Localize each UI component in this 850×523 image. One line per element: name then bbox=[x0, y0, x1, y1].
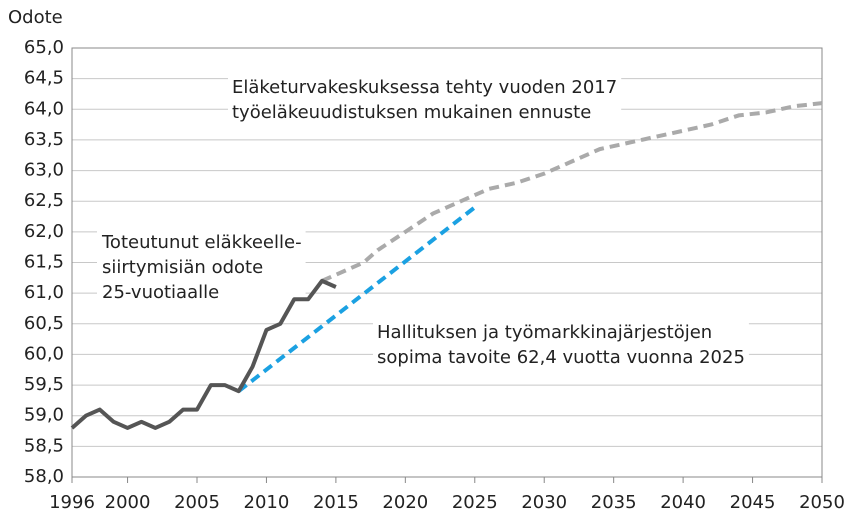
y-tick-label: 65,0 bbox=[24, 37, 64, 58]
y-tick-label: 63,5 bbox=[24, 129, 64, 150]
y-tick-label: 63,0 bbox=[24, 160, 64, 181]
x-tick-label: 2035 bbox=[591, 492, 637, 513]
y-tick-label: 58,0 bbox=[24, 466, 64, 487]
y-tick-label: 60,0 bbox=[24, 343, 64, 364]
x-tick-label: 2000 bbox=[105, 492, 151, 513]
x-tick-label: 2020 bbox=[382, 492, 428, 513]
annotation: Toteutunut eläkkeelle-siirtymisiän odote… bbox=[97, 230, 306, 305]
x-tick-label: 2050 bbox=[799, 492, 845, 513]
x-tick-label: 2010 bbox=[244, 492, 290, 513]
y-tick-label: 61,5 bbox=[24, 252, 64, 273]
plot-border bbox=[71, 47, 823, 478]
y-tick-label: 60,5 bbox=[24, 313, 64, 334]
x-tick-label: 2015 bbox=[313, 492, 359, 513]
y-tick-label: 59,0 bbox=[24, 405, 64, 426]
x-tick-label: 2025 bbox=[452, 492, 498, 513]
x-tick-label: 2030 bbox=[521, 492, 567, 513]
y-tick-label: 62,0 bbox=[24, 221, 64, 242]
series-line bbox=[70, 278, 337, 430]
annotation-background bbox=[97, 230, 306, 305]
x-tick-label: 1996 bbox=[49, 492, 95, 513]
annotation: Hallituksen ja työmarkkinajärjestöjen sop… bbox=[373, 320, 749, 370]
y-axis-label: Odote bbox=[8, 7, 63, 28]
y-tick-label: 61,0 bbox=[24, 282, 64, 303]
y-tick-label: 58,5 bbox=[24, 435, 64, 456]
annotation-text: Toteutunut eläkkeelle- bbox=[101, 232, 302, 253]
annotation: Eläketurvakeskuksessa tehty vuoden 2017 t… bbox=[228, 75, 622, 125]
y-tick-label: 64,0 bbox=[24, 98, 64, 119]
y-tick-label: 64,5 bbox=[24, 68, 64, 89]
x-tick-label: 2005 bbox=[174, 492, 220, 513]
x-tick-label: 2045 bbox=[730, 492, 776, 513]
annotation-background bbox=[373, 320, 749, 370]
y-tick-label: 59,5 bbox=[24, 374, 64, 395]
annotation-text: työeläkeuudistuksen mukainen ennuste bbox=[232, 102, 591, 123]
y-tick-label: 62,5 bbox=[24, 190, 64, 211]
series-line bbox=[321, 101, 823, 283]
annotation-text: Hallituksen ja työmarkkinajärjestöjen bbox=[377, 322, 712, 343]
x-tick-label: 2040 bbox=[660, 492, 706, 513]
annotation-text: Eläketurvakeskuksessa tehty vuoden 2017 bbox=[232, 77, 617, 98]
annotation-text: siirtymisiän odote bbox=[102, 257, 263, 278]
annotation-text: sopima tavoite 62,4 vuotta vuonna 2025 bbox=[377, 347, 745, 368]
annotation-text: 25-vuotiaalle bbox=[102, 282, 219, 303]
annotation-background bbox=[228, 75, 622, 125]
series-line bbox=[237, 205, 477, 393]
